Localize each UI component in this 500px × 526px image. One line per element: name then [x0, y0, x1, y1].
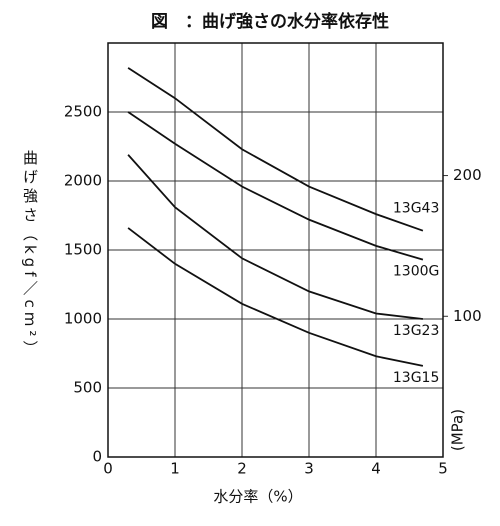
y2-tick-label: 100 [453, 307, 482, 325]
y-tick-label: 2500 [64, 103, 102, 121]
chart-title: 図 ：曲げ強さの水分率依存性 [151, 11, 389, 32]
y-tick-label: 500 [73, 379, 102, 397]
x-axis-label: 水分率（%） [213, 488, 302, 506]
x-tick-label: 4 [371, 460, 381, 478]
x-tick-label: 0 [103, 460, 113, 478]
series-line [127, 154, 424, 320]
y2-axis-label: (MPa) [449, 409, 467, 451]
series-label: 13G43 [393, 201, 439, 217]
x-tick-label: 2 [237, 460, 247, 478]
series-label: 1300G [393, 264, 439, 280]
series-line [127, 111, 424, 261]
y-tick-label: 1000 [64, 310, 102, 328]
series-label: 13G15 [393, 370, 439, 386]
y-tick-label: 2000 [64, 172, 102, 190]
plot-frame [107, 42, 444, 458]
y-tick-label: 0 [92, 448, 102, 466]
x-tick-label: 3 [304, 460, 314, 478]
series-line [127, 227, 424, 367]
y-axis-label: 曲げ強さ（kgf／cm²） [21, 150, 39, 359]
x-tick-label: 5 [438, 460, 448, 478]
series-line [127, 67, 424, 232]
y2-tick-label: 200 [453, 166, 482, 184]
series-label: 13G23 [393, 323, 439, 339]
y-tick-label: 1500 [64, 241, 102, 259]
x-tick-label: 1 [170, 460, 180, 478]
